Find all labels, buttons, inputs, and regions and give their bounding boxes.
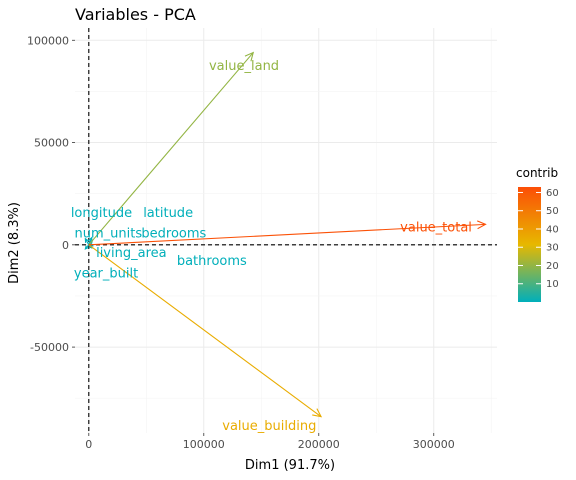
- contrib-legend: contrib 10 20 30 40 50 60: [516, 166, 559, 302]
- legend-tick-label: 30: [546, 243, 559, 254]
- arrow-shaft: [88, 223, 486, 246]
- arrow-shaft: [88, 52, 254, 246]
- legend-colorbar: [518, 187, 541, 302]
- x-tick-label: 0: [85, 438, 92, 451]
- arrow-shaft: [88, 244, 322, 418]
- legend-tick-label: 20: [546, 261, 559, 272]
- variable-label-value-land: value_land: [209, 59, 279, 74]
- variable-label-latitude: latitude: [143, 206, 193, 221]
- arrow-value-land: [88, 51, 255, 246]
- legend-title: contrib: [516, 166, 558, 180]
- variable-label-value-total: value_total: [400, 220, 472, 235]
- x-tick-label: 200000: [298, 438, 340, 451]
- arrow-head: [84, 245, 89, 250]
- x-axis-ticks: 0 100000 200000 300000: [85, 433, 455, 451]
- variable-label-living-area: living_area: [96, 246, 167, 261]
- legend-ticks: 10 20 30 40 50 60: [518, 188, 559, 290]
- variable-label-num-units: num_units: [75, 227, 143, 242]
- arrow-head: [312, 408, 323, 418]
- y-tick-label: 0: [62, 239, 69, 252]
- variable-label-year-built: year_built: [74, 266, 138, 281]
- y-tick-label: -50000: [30, 341, 69, 354]
- variable-label-longitude: longitude: [71, 206, 132, 221]
- arrow-head: [476, 220, 487, 230]
- y-axis-title: Dim2 (8.3%): [7, 202, 22, 284]
- y-axis-ticks: -50000 0 50000 100000: [27, 34, 75, 354]
- arrow-year-built: [84, 244, 90, 250]
- arrow-head: [84, 237, 90, 243]
- legend-tick-label: 60: [546, 188, 559, 199]
- x-tick-label: 100000: [183, 438, 225, 451]
- y-tick-label: 100000: [27, 34, 69, 47]
- arrow-longitude: [84, 237, 90, 246]
- chart-title: Variables - PCA: [75, 5, 196, 24]
- arrow-value-total: [88, 220, 487, 246]
- legend-tick-label: 50: [546, 206, 559, 217]
- arrow-head: [244, 51, 255, 62]
- variable-label-bathrooms: bathrooms: [177, 254, 247, 269]
- legend-tick-label: 10: [546, 279, 559, 290]
- x-tick-label: 300000: [413, 438, 455, 451]
- y-tick-label: 50000: [34, 137, 69, 150]
- legend-tick-label: 40: [546, 224, 559, 235]
- variable-labels: value_total value_land value_building longi…: [71, 59, 472, 434]
- x-axis-title: Dim1 (91.7%): [245, 458, 335, 473]
- reference-lines: [75, 28, 497, 433]
- variable-label-value-building: value_building: [222, 419, 316, 434]
- variable-arrows: [84, 51, 487, 418]
- variable-label-bedrooms: bedrooms: [141, 227, 206, 242]
- arrow-value-building: [88, 244, 323, 418]
